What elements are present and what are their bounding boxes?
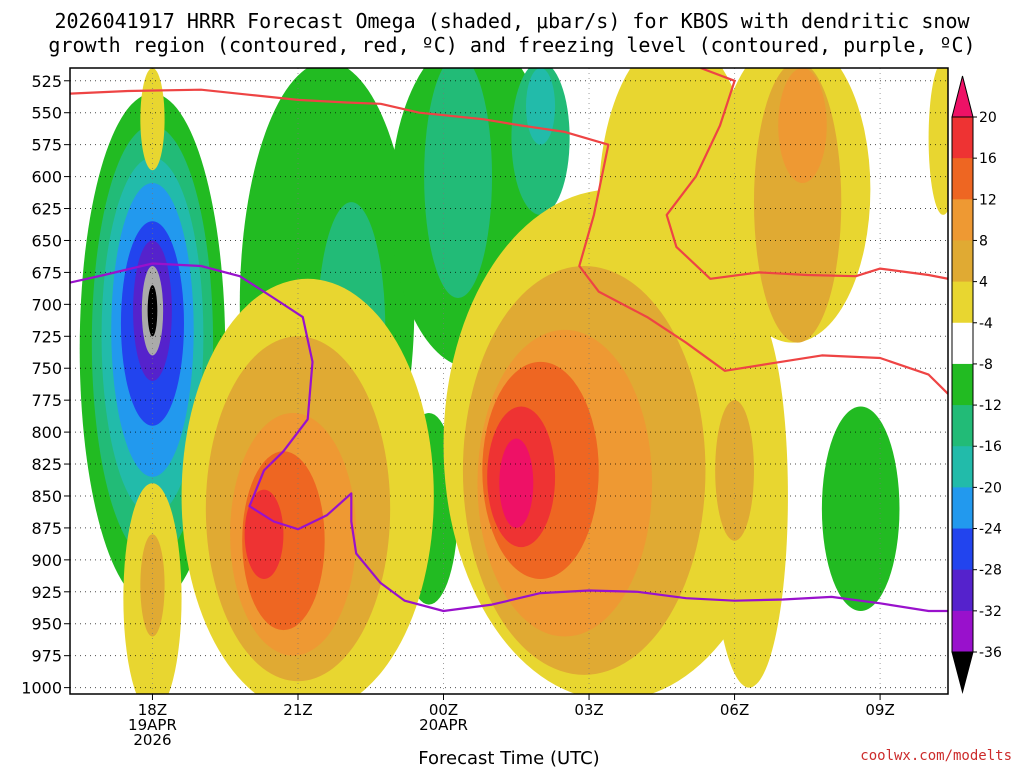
colorbar-swatch (952, 281, 973, 324)
contour-line-0 (70, 88, 948, 395)
chart-title-line-1: 2026041917 HRRR Forecast Omega (shaded, … (54, 9, 970, 33)
y-tick-label: 950 (31, 615, 62, 634)
omega-region-12 (424, 68, 493, 298)
omega-region-16 (821, 406, 900, 611)
x-tick-label: 2026 (133, 731, 171, 749)
x-tick-label: 20APR (419, 716, 468, 734)
colorbar-label: -28 (979, 563, 1002, 579)
omega-region-14 (525, 68, 556, 145)
y-tick-label: 875 (31, 519, 62, 538)
colorbar-swatch (952, 199, 973, 241)
y-tick-label: 925 (31, 583, 62, 602)
x-tick-label: 18Z (138, 701, 167, 719)
colorbar-label: -24 (979, 522, 1002, 538)
y-tick-label: 700 (31, 295, 62, 314)
x-tick-label: 19APR (128, 716, 177, 734)
x-tick-label: 00Z (429, 701, 458, 719)
y-tick-label: 975 (31, 647, 62, 666)
y-tick-label: 800 (31, 423, 62, 442)
colorbar-swatch (952, 363, 973, 406)
y-tick-label: 825 (31, 455, 62, 474)
colorbar-label: -12 (979, 398, 1002, 414)
omega-region-19 (140, 68, 165, 171)
colorbar-label: -8 (979, 357, 993, 373)
y-tick-label: 725 (31, 327, 62, 346)
omega-region-7 (147, 285, 158, 337)
chart-title-line-2: growth region (contoured, red, ºC) and f… (48, 33, 975, 57)
ground-layer (70, 694, 948, 707)
y-tick-label: 750 (31, 359, 62, 378)
colorbar-swatch (952, 446, 973, 488)
contour-line-2 (70, 262, 948, 613)
x-tick-label: 09Z (865, 701, 894, 719)
colorbar-bottom-arrow (951, 651, 974, 694)
x-tick-label: 21Z (283, 701, 312, 719)
y-tick-label: 600 (31, 168, 62, 187)
colorbar-top-arrow (951, 75, 974, 118)
colorbar-swatch (952, 158, 973, 200)
colorbar-label: 20 (979, 110, 997, 126)
colorbar-swatch (952, 322, 973, 365)
colorbar-swatch (952, 405, 973, 447)
omega-region-36 (715, 400, 754, 541)
y-tick-label: 775 (31, 391, 62, 410)
y-tick-label: 650 (31, 231, 62, 250)
colorbar-label: -20 (979, 480, 1002, 496)
credit-text: coolwx.com/modelts (860, 748, 1012, 764)
y-tick-label: 525 (31, 72, 62, 91)
y-tick-label: 900 (31, 551, 62, 570)
colorbar-label: -16 (979, 439, 1002, 455)
colorbar-swatch (952, 569, 973, 612)
colorbar-label: 4 (979, 275, 988, 291)
x-tick-label: 06Z (720, 701, 749, 719)
colorbar-swatch (952, 487, 973, 530)
colorbar-label: -32 (979, 604, 1002, 620)
omega-region-31 (499, 438, 534, 528)
colorbar-label: -4 (979, 316, 993, 332)
colorbar-label: -36 (979, 645, 1002, 661)
x-tick-label: 03Z (574, 701, 603, 719)
colorbar-frame (951, 116, 974, 653)
contour-lines (70, 68, 948, 613)
colorbar-label: 12 (979, 192, 997, 208)
y-tick-label: 1000 (21, 679, 62, 698)
y-tick-label: 575 (31, 136, 62, 155)
y-axis-ticks: 525 550 575 600 625 650 675 700 725 750 775 800 825 8… (21, 72, 70, 698)
colorbar-swatch (952, 610, 973, 653)
omega-region-18 (140, 534, 165, 637)
colorbar-label: 8 (979, 233, 988, 249)
colorbar-swatch (952, 117, 973, 159)
colorbar-swatch (952, 240, 973, 283)
colorbar-label: 16 (979, 151, 997, 167)
plot-area (70, 68, 948, 707)
omega-shading (79, 68, 948, 694)
colorbar-swatch (952, 528, 973, 571)
colorbar: 20 16 12 8 4 -4 -8 -12 -16 -20 -24 -28 -32 -36 (951, 75, 1002, 694)
contour-line-1 (665, 68, 948, 280)
omega-region-34 (778, 68, 827, 183)
x-axis-label: Forecast Time (UTC) (418, 748, 599, 768)
y-tick-label: 550 (31, 104, 62, 123)
ground-surface (70, 694, 948, 707)
y-tick-label: 850 (31, 487, 62, 506)
omega-region-37 (928, 68, 948, 215)
plot-frame (69, 67, 949, 695)
y-tick-label: 675 (31, 263, 62, 282)
y-tick-label: 625 (31, 200, 62, 219)
omega-region-24 (244, 489, 284, 580)
